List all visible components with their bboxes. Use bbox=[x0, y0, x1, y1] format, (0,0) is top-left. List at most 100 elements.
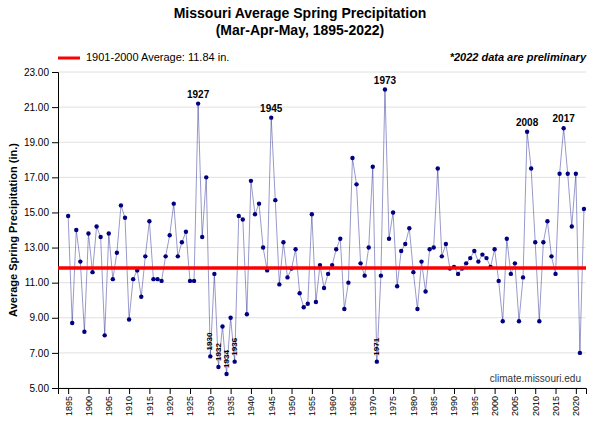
y-tick: 5.00 bbox=[30, 383, 58, 394]
x-tick: 2020 bbox=[571, 388, 581, 416]
annotation: 1927 bbox=[187, 89, 210, 100]
x-tick: 1985 bbox=[429, 388, 439, 416]
y-axis-line bbox=[52, 73, 59, 389]
point bbox=[167, 233, 171, 237]
x-tick: 1970 bbox=[368, 388, 378, 416]
title-line: Missouri Average Spring Precipitation bbox=[174, 5, 427, 21]
grid-line bbox=[58, 352, 586, 353]
x-tick-label: 1910 bbox=[124, 396, 134, 416]
reference-line bbox=[58, 266, 586, 270]
point bbox=[456, 272, 460, 276]
point bbox=[74, 228, 78, 232]
point bbox=[362, 273, 366, 277]
legend-swatch bbox=[58, 57, 80, 60]
chart: 1895190019051910191519201925193019351940… bbox=[0, 0, 600, 430]
x-tick: 1960 bbox=[328, 388, 338, 416]
x-tick-mark bbox=[210, 388, 211, 394]
x-tick-mark bbox=[68, 388, 69, 394]
y-tick: 17.00 bbox=[24, 172, 58, 183]
x-tick-label: 1940 bbox=[246, 396, 256, 416]
x-tick: 1965 bbox=[348, 388, 358, 416]
x-tick: 1900 bbox=[84, 388, 94, 416]
x-tick-mark bbox=[129, 388, 130, 394]
annotation: 1945 bbox=[260, 103, 283, 114]
point bbox=[220, 324, 224, 328]
x-tick: 2010 bbox=[531, 388, 541, 416]
y-tick: 19.00 bbox=[24, 137, 58, 148]
point bbox=[172, 201, 176, 205]
point bbox=[395, 284, 399, 288]
credit: climate.missouri.edu bbox=[490, 373, 581, 384]
point bbox=[78, 259, 82, 263]
x-tick-label: 1955 bbox=[307, 396, 317, 416]
x-tick: 1910 bbox=[124, 388, 134, 416]
y-tick-label: 9.00 bbox=[30, 312, 50, 323]
point bbox=[119, 203, 123, 207]
x-tick: 1980 bbox=[409, 388, 419, 416]
point bbox=[155, 277, 159, 281]
point bbox=[249, 179, 253, 183]
y-tick-mark bbox=[52, 72, 58, 73]
x-tick-label: 2005 bbox=[510, 396, 520, 416]
point bbox=[346, 280, 350, 284]
point bbox=[204, 175, 208, 179]
point bbox=[407, 226, 411, 230]
point bbox=[517, 319, 521, 323]
x-tick: 1975 bbox=[388, 388, 398, 416]
point bbox=[358, 261, 362, 265]
x-tick: 1925 bbox=[185, 388, 195, 416]
point bbox=[476, 259, 480, 263]
point bbox=[444, 242, 448, 246]
point bbox=[98, 235, 102, 239]
point bbox=[151, 277, 155, 281]
point bbox=[419, 259, 423, 263]
title: Missouri Average Spring Precipitation(Ma… bbox=[174, 5, 427, 38]
point bbox=[192, 279, 196, 283]
note: *2022 data are preliminary bbox=[450, 51, 587, 63]
x-tick-mark bbox=[535, 388, 536, 394]
x-tick-mark bbox=[231, 388, 232, 394]
x-tick-mark bbox=[352, 388, 353, 394]
point bbox=[570, 224, 574, 228]
y-axis: 5.007.009.0011.0013.0015.0017.0019.0021.… bbox=[24, 67, 59, 394]
point bbox=[496, 279, 500, 283]
point bbox=[322, 286, 326, 290]
point bbox=[492, 247, 496, 251]
x-tick-label: 1900 bbox=[84, 396, 94, 416]
point bbox=[557, 172, 561, 176]
point bbox=[553, 272, 557, 276]
legend: 1901-2000 Average: 11.84 in. bbox=[58, 51, 229, 63]
x-axis: 1895190019051910191519201925193019351940… bbox=[59, 388, 587, 416]
point bbox=[86, 231, 90, 235]
point bbox=[90, 270, 94, 274]
grid-line bbox=[58, 72, 586, 73]
point bbox=[383, 87, 387, 91]
y-tick-label: 7.00 bbox=[30, 348, 50, 359]
point bbox=[241, 217, 245, 221]
x-tick-label: 1920 bbox=[165, 396, 175, 416]
y-tick-label: 15.00 bbox=[24, 207, 49, 218]
point bbox=[257, 201, 261, 205]
x-tick-label: 1950 bbox=[287, 396, 297, 416]
x-tick: 1990 bbox=[449, 388, 459, 416]
x-tick-mark bbox=[251, 388, 252, 394]
x-tick: 1905 bbox=[104, 388, 114, 416]
x-tick-label: 1915 bbox=[145, 396, 155, 416]
point bbox=[545, 219, 549, 223]
point bbox=[431, 245, 435, 249]
annotation: 1973 bbox=[374, 75, 397, 86]
point bbox=[127, 317, 131, 321]
y-tick-mark bbox=[52, 142, 58, 143]
point bbox=[464, 261, 468, 265]
y-tick-label: 19.00 bbox=[24, 137, 49, 148]
x-tick: 2015 bbox=[551, 388, 561, 416]
x-tick-mark bbox=[109, 388, 110, 394]
point bbox=[281, 240, 285, 244]
y-tick: 15.00 bbox=[24, 207, 58, 218]
point bbox=[411, 270, 415, 274]
point bbox=[277, 282, 281, 286]
point bbox=[269, 115, 273, 119]
point bbox=[529, 166, 533, 170]
x-tick-mark bbox=[149, 388, 150, 394]
point bbox=[391, 210, 395, 214]
